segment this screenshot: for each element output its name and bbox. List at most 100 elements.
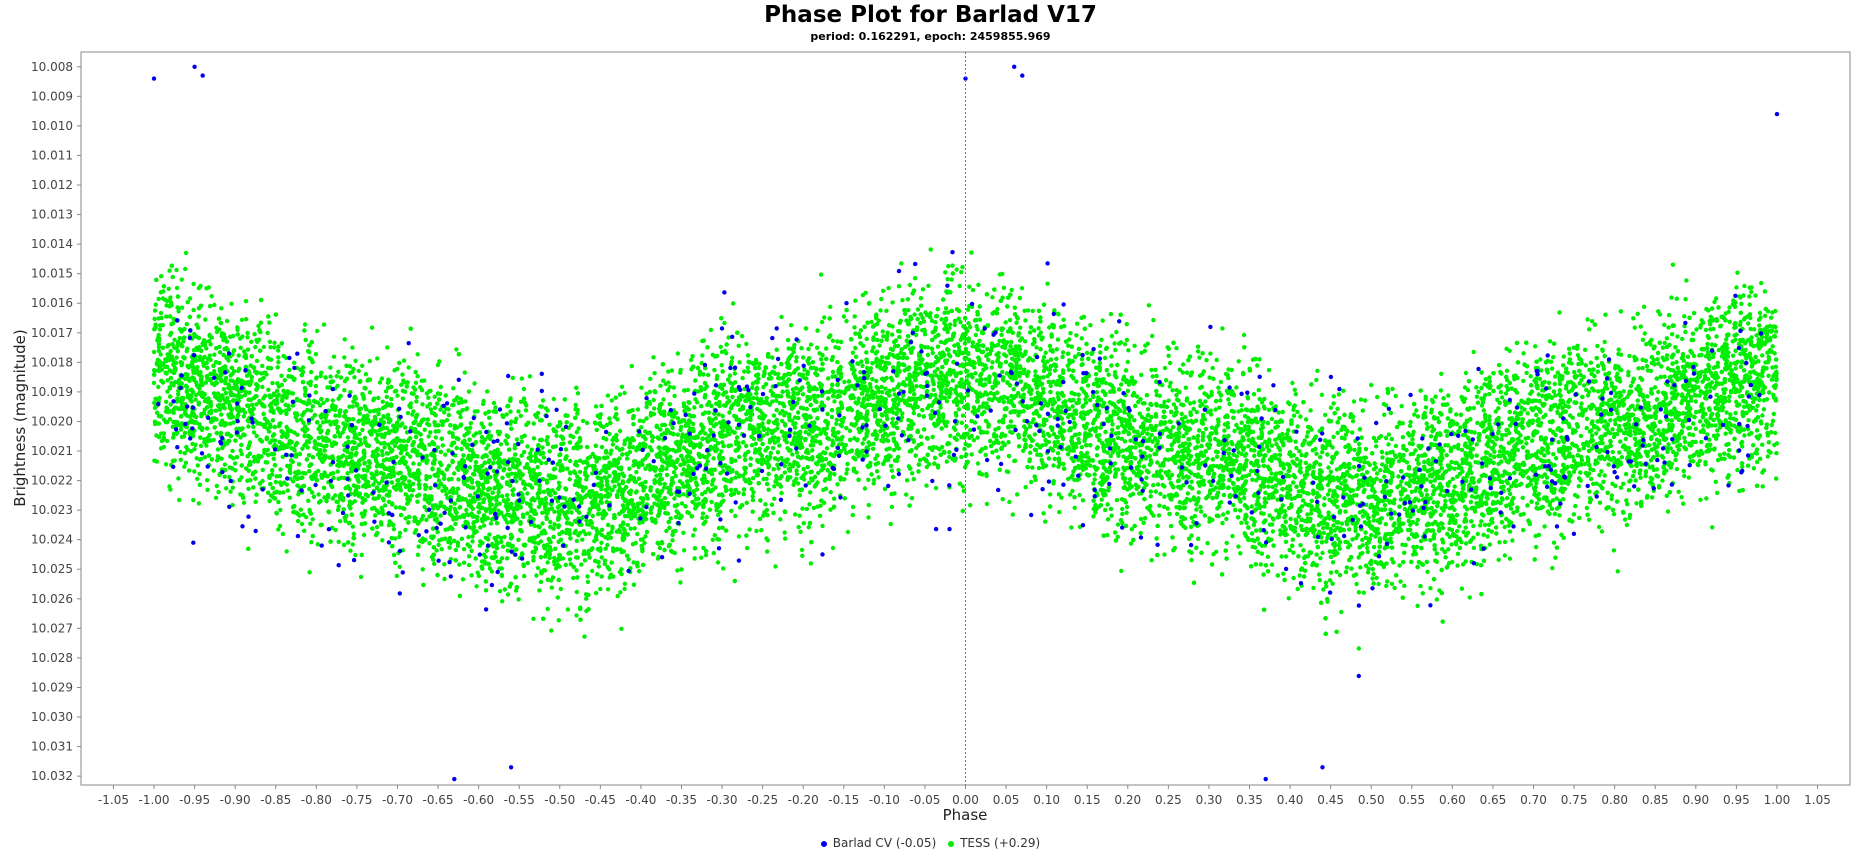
tess-point — [736, 343, 741, 348]
tess-point — [1709, 342, 1715, 347]
tess-point — [1356, 646, 1362, 651]
tess-point — [191, 307, 196, 313]
tess-point — [461, 479, 467, 485]
tess-point — [265, 490, 271, 495]
tess-point — [748, 456, 753, 461]
tess-point — [314, 376, 319, 381]
tess-point — [844, 425, 849, 431]
x-tick-label: 0.35 — [1236, 793, 1263, 807]
tess-point — [1210, 365, 1215, 371]
y-axis-ticks: 10.00810.00910.01010.01110.01210.01310.0… — [31, 60, 81, 783]
tess-point — [245, 347, 251, 352]
tess-point — [1521, 378, 1526, 384]
tess-point — [1037, 414, 1042, 419]
tess-point — [1685, 354, 1691, 359]
tess-point — [1578, 433, 1584, 439]
tess-point — [395, 393, 400, 398]
tess-point — [260, 467, 265, 473]
tess-point — [1092, 477, 1097, 482]
tess-point — [607, 416, 612, 421]
tess-point — [1760, 413, 1765, 418]
tess-point — [584, 518, 589, 523]
tess-point — [1549, 420, 1555, 425]
tess-point — [1718, 425, 1723, 430]
tess-point — [1055, 451, 1061, 456]
tess-point — [1471, 405, 1477, 411]
tess-point — [1217, 405, 1222, 410]
tess-point — [1330, 560, 1336, 565]
tess-point — [1288, 516, 1293, 522]
tess-point — [1311, 585, 1316, 591]
tess-point — [1544, 475, 1550, 480]
tess-point — [852, 314, 857, 319]
tess-point — [156, 384, 161, 390]
tess-point — [582, 558, 588, 563]
tess-point — [422, 493, 428, 498]
tess-point — [1283, 554, 1289, 559]
tess-point — [1374, 444, 1379, 449]
tess-point — [765, 549, 770, 554]
tess-point — [389, 396, 394, 402]
tess-point — [1041, 355, 1047, 360]
tess-point — [1030, 308, 1035, 314]
tess-point — [1571, 469, 1577, 474]
tess-point — [1584, 505, 1590, 511]
tess-point — [191, 497, 196, 503]
tess-point — [496, 490, 501, 495]
tess-point — [1170, 388, 1175, 393]
tess-point — [1391, 501, 1397, 506]
tess-point — [1683, 329, 1688, 335]
tess-point — [171, 435, 176, 440]
tess-point — [1482, 382, 1487, 387]
tess-point — [1134, 465, 1139, 470]
tess-point — [1358, 397, 1364, 402]
tess-point — [920, 287, 926, 292]
tess-point — [1428, 586, 1433, 591]
tess-point — [1031, 411, 1037, 416]
tess-point — [736, 534, 742, 539]
tess-point — [1551, 452, 1556, 457]
tess-point — [253, 499, 258, 504]
tess-point — [643, 479, 648, 485]
tess-point — [858, 370, 863, 375]
y-tick-label: 10.028 — [31, 651, 73, 665]
tess-point — [1369, 382, 1374, 388]
tess-point — [1029, 479, 1034, 485]
tess-point — [1126, 431, 1132, 437]
tess-point — [1036, 308, 1042, 314]
y-tick-label: 10.030 — [31, 710, 73, 724]
y-tick-label: 10.013 — [31, 208, 73, 222]
tess-point — [432, 561, 437, 566]
tess-point — [1577, 381, 1582, 386]
x-tick-label: 0.05 — [993, 793, 1020, 807]
tess-point — [446, 448, 451, 453]
tess-point — [1418, 583, 1423, 589]
tess-point — [1727, 394, 1732, 399]
tess-point — [1255, 363, 1260, 368]
tess-point — [508, 409, 513, 414]
tess-point — [1528, 374, 1533, 379]
tess-point — [549, 585, 554, 590]
x-tick-label: -0.25 — [747, 793, 778, 807]
tess-point — [575, 474, 580, 479]
tess-point — [1318, 455, 1323, 460]
tess-point — [909, 496, 915, 501]
tess-point — [1596, 389, 1601, 394]
tess-point — [648, 376, 653, 381]
tess-point — [1519, 405, 1524, 410]
y-tick-label: 10.015 — [31, 267, 73, 281]
tess-point — [1266, 407, 1272, 412]
tess-point — [219, 306, 224, 311]
tess-point — [1250, 477, 1255, 482]
tess-point — [1375, 394, 1380, 400]
tess-point — [167, 268, 172, 273]
tess-point — [605, 393, 611, 398]
tess-point — [380, 538, 385, 543]
tess-point — [631, 560, 636, 565]
tess-point — [625, 522, 630, 528]
tess-point — [1080, 498, 1086, 503]
tess-point — [1410, 437, 1415, 442]
tess-point — [1370, 576, 1375, 581]
tess-point — [1030, 465, 1035, 470]
tess-point — [492, 456, 497, 461]
